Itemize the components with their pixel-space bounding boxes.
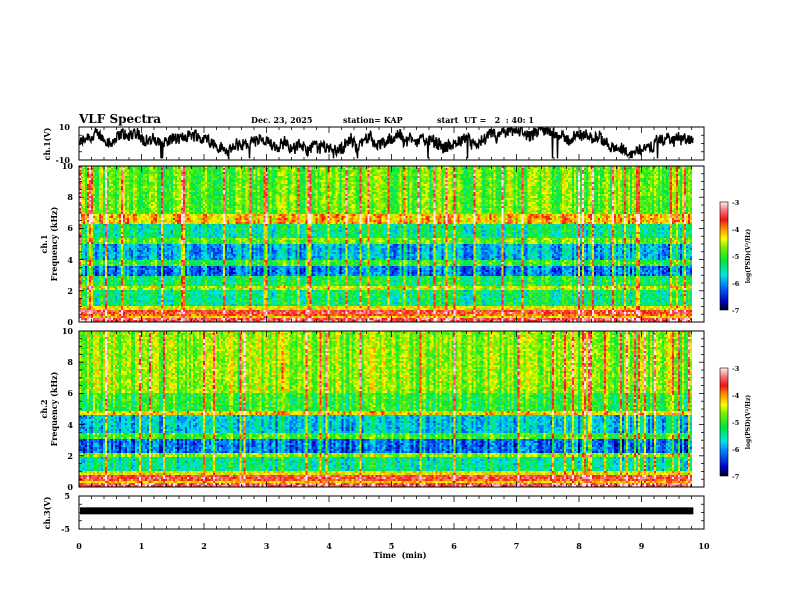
ch3-ylabel: ch.3(V) [42,496,52,529]
ch1-colorbar-tick: -3 [732,199,740,207]
ch2-colorbar-ticks: -3 -4 -5 -6 -7 [732,365,740,481]
ch2-colorbar-frame [719,367,729,477]
start-time-label: start UT = 2 : 40: 1 [437,115,534,125]
ch1-ylabel: ch.1(V) [42,127,52,160]
ch1-colorbar-tick: -7 [732,307,739,315]
x-tick-label: 9 [639,541,645,551]
ch1-spec-ticks [78,165,705,323]
ch1-colorbar [720,202,728,310]
ch2-colorbar-tick: -4 [732,392,740,400]
ch3-ytick-bottom: -5 [61,524,70,534]
ch1-colorbar-tick: -4 [732,226,740,234]
ch1-spectrogram-image [79,166,704,322]
ch1-colorbar-label: log(PSD)(V²/Hz) [745,229,752,284]
x-tick-label: 10 [698,541,710,551]
ch3-panel: 5 -5 ch.3(V) [42,491,705,534]
ch1-ticks [78,126,705,161]
ch1-spec-ytick: 0 [67,317,73,327]
ch2-spec-ytick: 6 [67,388,73,398]
figure-title: VLF Spectra [79,112,162,126]
ch2-colorbar-tick: -6 [732,446,740,454]
date-label: Dec. 23, 2025 [251,115,313,125]
ch1-spec-ytick: 2 [67,286,73,296]
ch1-spec-ytick: 6 [67,223,73,233]
ch1-spec-frame [78,165,705,323]
ch1-panel: 10 -10 ch.1(V) [42,122,705,165]
ch1-spec-yticklabels: 0 2 4 6 8 10 [62,161,74,327]
ch2-spec-frame [78,330,705,488]
x-tick-label: 0 [76,541,82,551]
x-tick-label: 3 [264,541,270,551]
x-axis-label: Time (min) [373,550,426,560]
ch2-spec-ylabel: Frequency (kHz) [49,371,59,446]
ch2-spec-yticklabels: 0 2 4 6 8 10 [62,326,74,492]
ch2-spec-ytick: 8 [67,357,73,367]
ch3-ticks [78,495,705,530]
x-tick-label: 7 [514,541,520,551]
ch1-spec-ytick: 4 [67,255,73,265]
ch2-colorbar-tick: -7 [732,473,739,481]
x-tick-label: 2 [201,541,207,551]
ch2-spec-ytick: 2 [67,451,73,461]
x-tick-label: 6 [451,541,457,551]
ch1-colorbar-frame [719,201,729,311]
ch2-colorbar-label: log(PSD)(V²/Hz) [745,395,752,450]
ch1-colorbar-ticks: -3 -4 -5 -6 -7 [732,199,740,315]
ch1-spectrogram-panel: 0 2 4 6 8 10 ch.1 Frequency (kHz) -3 -4 … [39,161,752,327]
ch1-spec-channel-label: ch.1 [39,234,49,253]
ch2-spec-ytick: 10 [62,326,74,336]
ch1-spec-ytick: 8 [67,192,73,202]
ch2-colorbar [720,368,728,476]
ch1-colorbar-tick: -6 [732,280,740,288]
ch1-series-line [79,126,694,159]
x-tick-label: 1 [139,541,145,551]
ch2-spec-ticks [78,330,705,488]
x-axis: 0 1 2 3 4 5 6 7 8 9 10 Time (min) [76,541,710,560]
ch2-spec-ytick: 0 [67,482,73,492]
ch2-spec-channel-label: ch.2 [39,399,49,418]
ch1-ytick-bottom: -10 [56,155,71,165]
ch1-ytick-top: 10 [59,122,71,132]
ch3-ytick-top: 5 [64,491,70,501]
ch2-colorbar-tick: -5 [732,419,740,427]
ch1-spec-ylabel: Frequency (kHz) [49,206,59,281]
x-tick-label: 5 [389,541,395,551]
ch2-spectrogram-image [79,331,704,487]
ch1-spec-ytick: 10 [62,161,74,171]
ch2-colorbar-tick: -3 [732,365,740,373]
ch1-colorbar-tick: -5 [732,253,740,261]
ch3-series-line [80,507,694,515]
ch2-spec-ytick: 4 [67,420,73,430]
x-tick-label: 4 [326,541,332,551]
ch2-spectrogram-panel: 0 2 4 6 8 10 ch.2 Frequency (kHz) -3 -4 … [39,326,752,492]
station-label: station= KAP [343,115,403,125]
x-tick-label: 8 [576,541,582,551]
